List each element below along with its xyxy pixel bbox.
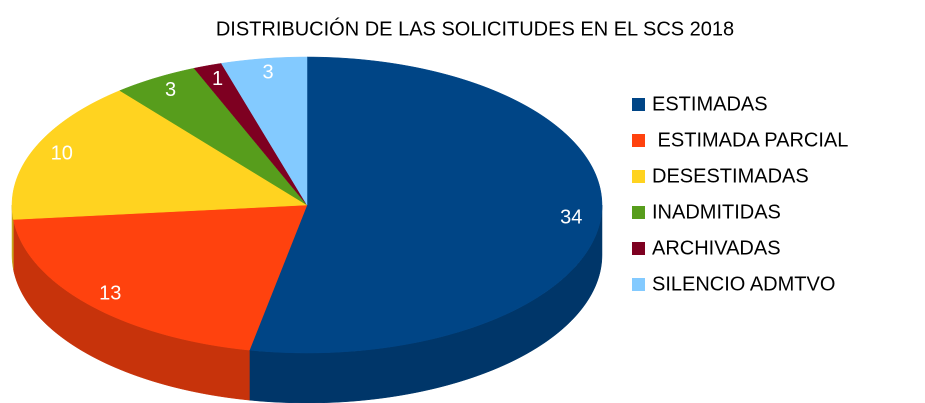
- data-label: 1: [212, 68, 223, 90]
- data-label: 34: [560, 206, 582, 228]
- slice: [11, 90, 308, 220]
- slice: [220, 56, 308, 206]
- legend-swatch: [632, 278, 645, 291]
- data-label: 3: [165, 79, 176, 101]
- legend-label: ARCHIVADAS: [652, 237, 781, 259]
- slice: [249, 56, 603, 354]
- slice: [119, 67, 308, 206]
- legend-swatch: [632, 242, 645, 255]
- legend-swatch: [632, 170, 645, 183]
- slice: [193, 63, 308, 206]
- data-label: 10: [51, 142, 73, 164]
- data-label: 3: [262, 62, 273, 84]
- legend-label: DESESTIMADAS: [652, 165, 809, 187]
- chart-title: DISTRIBUCIÓN DE LAS SOLICITUDES EN EL SC…: [216, 17, 734, 40]
- legend-label: INADMITIDAS: [652, 201, 781, 223]
- legend-swatch: [632, 206, 645, 219]
- legend-label: ESTIMADA PARCIAL: [652, 129, 848, 151]
- legend-swatch: [632, 134, 645, 147]
- legend-label: SILENCIO ADMTVO: [652, 273, 835, 295]
- legend-swatch: [632, 98, 645, 111]
- data-label: 13: [99, 283, 121, 305]
- legend-label: ESTIMADAS: [652, 93, 768, 115]
- slice: [13, 204, 308, 351]
